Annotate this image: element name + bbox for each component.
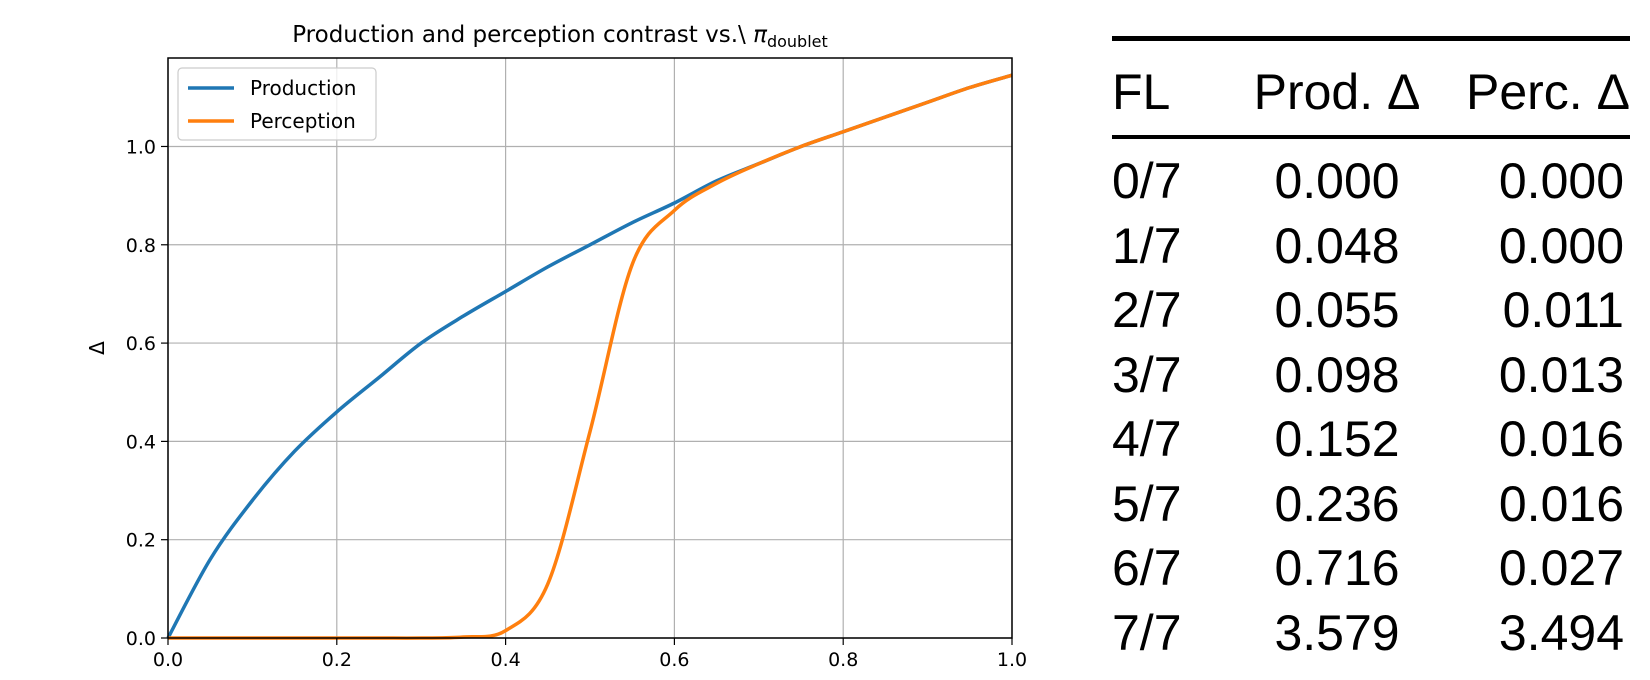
x-tick-label: 0.4	[490, 649, 520, 671]
table-body: 0/7 0.000 0.000 1/7 0.048 0.000 2/7 0.055 0.011 3…	[1112, 149, 1630, 665]
x-tick-label: 0.2	[322, 649, 352, 671]
y-tick-label: 0.6	[126, 333, 156, 355]
cell-fl: 5/7	[1112, 475, 1232, 533]
chart-title: Production and perception contrast vs.\ …	[292, 22, 828, 51]
plot-frame	[168, 58, 1012, 638]
cell-perc: 0.016	[1442, 475, 1630, 533]
cell-prod: 0.048	[1232, 217, 1442, 275]
cell-fl: 3/7	[1112, 346, 1232, 404]
header-prod: Prod. Δ	[1232, 63, 1442, 121]
y-axis-ticks: 0.0 0.2 0.4 0.6 0.8 1.0	[126, 136, 168, 650]
cell-prod: 0.098	[1232, 346, 1442, 404]
grid-lines	[168, 58, 1012, 638]
x-axis-ticks: 0.0 0.2 0.4 0.6 0.8 1.0	[153, 638, 1027, 671]
series-line-perception	[168, 75, 1012, 638]
cell-perc: 0.000	[1442, 152, 1630, 210]
x-tick-label: 0.0	[153, 649, 183, 671]
cell-fl: 0/7	[1112, 152, 1232, 210]
cell-fl: 7/7	[1112, 604, 1232, 662]
x-tick-label: 0.6	[659, 649, 689, 671]
table-header-rule	[1112, 135, 1630, 139]
legend-label-production: Production	[250, 76, 356, 100]
header-fl: FL	[1112, 63, 1232, 121]
cell-perc: 0.016	[1442, 410, 1630, 468]
series-lines	[168, 75, 1012, 638]
legend-label-perception: Perception	[250, 109, 356, 133]
series-line-production	[168, 75, 1012, 638]
y-tick-label: 0.8	[126, 235, 156, 257]
cell-perc: 0.000	[1442, 217, 1630, 275]
table-header-row: FL Prod. Δ Perc. Δ	[1112, 41, 1630, 121]
y-axis-label: Δ	[85, 341, 109, 355]
table-row: 6/7 0.716 0.027	[1112, 536, 1630, 601]
results-table: FL Prod. Δ Perc. Δ 0/7 0.000 0.000 1/7 0.048…	[1112, 36, 1630, 665]
table-row: 7/7 3.579 3.494	[1112, 601, 1630, 666]
cell-prod: 0.152	[1232, 410, 1442, 468]
cell-prod: 0.055	[1232, 281, 1442, 339]
cell-prod: 3.579	[1232, 604, 1442, 662]
table-row: 5/7 0.236 0.016	[1112, 472, 1630, 537]
line-chart: Production and perception contrast vs.\ …	[0, 0, 1040, 680]
cell-fl: 2/7	[1112, 281, 1232, 339]
cell-perc: 0.013	[1442, 346, 1630, 404]
table-row: 4/7 0.152 0.016	[1112, 407, 1630, 472]
table-row: 1/7 0.048 0.000	[1112, 214, 1630, 279]
y-tick-label: 0.2	[126, 530, 156, 552]
cell-perc: 0.011	[1442, 281, 1630, 339]
y-tick-label: 0.0	[126, 628, 156, 650]
cell-prod: 0.236	[1232, 475, 1442, 533]
cell-prod: 0.716	[1232, 539, 1442, 597]
y-tick-label: 0.4	[126, 431, 156, 453]
legend: Production Perception	[178, 68, 376, 140]
table-row: 0/7 0.000 0.000	[1112, 149, 1630, 214]
table-row: 2/7 0.055 0.011	[1112, 278, 1630, 343]
cell-fl: 4/7	[1112, 410, 1232, 468]
x-tick-label: 0.8	[828, 649, 858, 671]
x-tick-label: 1.0	[997, 649, 1027, 671]
y-tick-label: 1.0	[126, 136, 156, 158]
cell-perc: 0.027	[1442, 539, 1630, 597]
table-row: 3/7 0.098 0.013	[1112, 343, 1630, 408]
cell-perc: 3.494	[1442, 604, 1630, 662]
cell-prod: 0.000	[1232, 152, 1442, 210]
cell-fl: 6/7	[1112, 539, 1232, 597]
header-perc: Perc. Δ	[1442, 63, 1630, 121]
cell-fl: 1/7	[1112, 217, 1232, 275]
